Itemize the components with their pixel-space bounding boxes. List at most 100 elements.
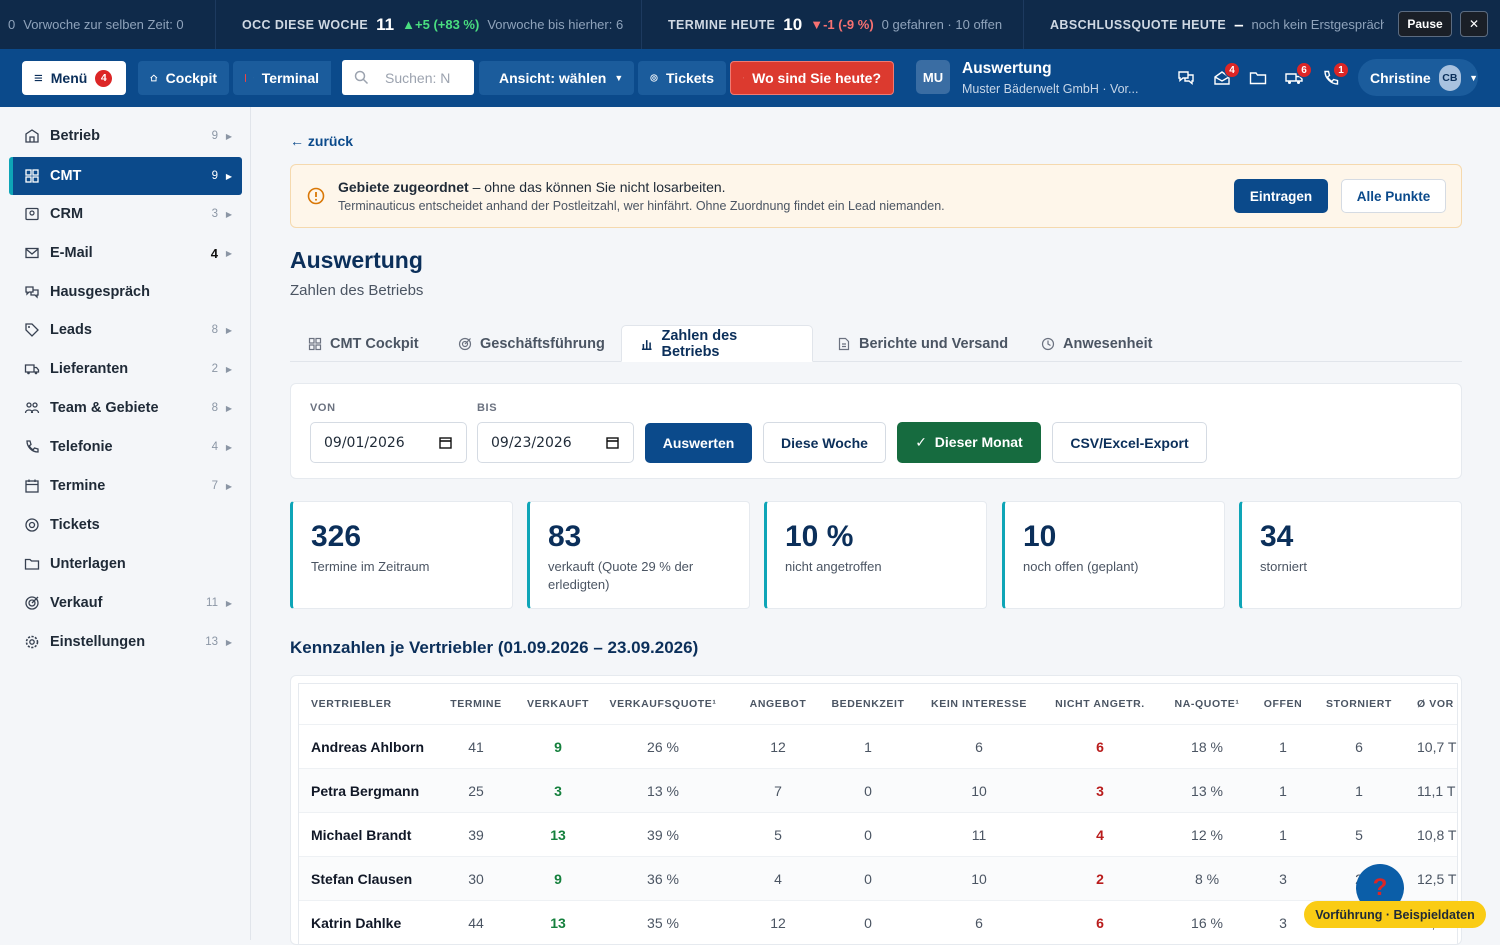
table-cell: 0 xyxy=(827,769,909,813)
calendar-icon[interactable] xyxy=(439,436,452,449)
inbox-icon[interactable]: 4 xyxy=(1212,68,1232,88)
search-input[interactable]: Suchen: N xyxy=(385,70,450,86)
caret-right-icon: ▶ xyxy=(226,599,232,608)
sidebar-item-label: CRM xyxy=(50,206,83,222)
eintragen-button[interactable]: Eintragen xyxy=(1234,179,1328,213)
calendar-icon[interactable] xyxy=(606,436,619,449)
csv-export-button[interactable]: CSV/Excel-Export xyxy=(1052,422,1207,463)
alle-punkte-button[interactable]: Alle Punkte xyxy=(1341,179,1446,213)
caret-right-icon: ▶ xyxy=(226,365,232,374)
table-cell: 35 % xyxy=(615,901,711,945)
calendar-icon xyxy=(24,478,40,494)
chat-icon[interactable] xyxy=(1176,68,1196,88)
sidebar-item-leads[interactable]: Leads 8▶ xyxy=(9,311,242,349)
sidebar-item-betrieb[interactable]: Betrieb 9▶ xyxy=(9,117,242,155)
caret-right-icon: ▶ xyxy=(226,443,232,452)
tab-zahlen-des-betriebs[interactable]: Zahlen des Betriebs xyxy=(621,325,813,362)
tab-anwesenheit[interactable]: Anwesenheit xyxy=(1023,325,1170,362)
ticker-close-button[interactable]: ✕ xyxy=(1460,11,1488,37)
view-select[interactable]: Ansicht: wählen ▼ xyxy=(479,61,634,95)
sidebar-item-termine[interactable]: Termine 7▶ xyxy=(9,467,242,505)
warning-icon xyxy=(307,187,325,205)
search-field[interactable]: Suchen: N xyxy=(342,60,474,95)
building-icon xyxy=(24,128,40,144)
truck-icon[interactable]: 6 xyxy=(1284,68,1304,88)
column-header[interactable]: NA-QUOTE¹ xyxy=(1169,684,1245,724)
column-header[interactable]: OFFEN xyxy=(1261,684,1305,724)
back-link[interactable]: ← zurück xyxy=(290,133,353,149)
search-icon xyxy=(354,70,369,85)
sidebar-item-team-gebiete[interactable]: Team & Gebiete 8▶ xyxy=(9,389,242,427)
terminal-button[interactable]: Terminal xyxy=(233,61,331,95)
from-date-input[interactable]: 09/01/2026 xyxy=(310,422,467,463)
sidebar-item-cmt[interactable]: CMT 9▶ xyxy=(9,157,242,195)
column-header[interactable]: VERKAUFT xyxy=(523,684,593,724)
kpi-card: 10 noch offen (geplant) xyxy=(1002,501,1225,609)
column-header[interactable]: TERMINE xyxy=(449,684,503,724)
ticker-item-termine: TERMINE HEUTE 10 ▼-1 (-9 %) 0 gefahren ·… xyxy=(642,0,1024,49)
contact-card-icon xyxy=(24,206,40,222)
ticker-value: 11 xyxy=(376,15,394,35)
auswerten-button[interactable]: Auswerten xyxy=(645,423,752,463)
table-cell: 0 xyxy=(827,901,909,945)
sidebar-item-label: E-Mail xyxy=(50,245,93,261)
mail-icon xyxy=(24,245,40,261)
hamburger-icon: ≡ xyxy=(34,70,43,87)
sidebar-item-einstellungen[interactable]: Einstellungen 13▶ xyxy=(9,623,242,661)
kpi-label: storniert xyxy=(1260,558,1455,576)
sidebar-item-count: 4 xyxy=(212,441,218,453)
tab-label: Anwesenheit xyxy=(1063,336,1152,352)
column-header[interactable]: STORNIERT xyxy=(1325,684,1393,724)
column-header[interactable]: VERKAUFSQUOTE¹ xyxy=(615,684,711,724)
caret-right-icon: ▶ xyxy=(226,482,232,491)
cockpit-button[interactable]: Cockpit xyxy=(138,61,229,95)
to-date-input[interactable]: 09/23/2026 xyxy=(477,422,634,463)
sidebar-item-label: Lieferanten xyxy=(50,361,128,377)
sidebar-item-hausgespraech[interactable]: Hausgespräch xyxy=(9,273,242,311)
column-header[interactable]: NICHT ANGETR. xyxy=(1051,684,1149,724)
sidebar-item-tickets[interactable]: Tickets xyxy=(9,506,242,544)
sidebar-item-lieferanten[interactable]: Lieferanten 2▶ xyxy=(9,350,242,388)
sidebar-item-verkauf[interactable]: Verkauf 11▶ xyxy=(9,584,242,622)
truck-badge: 6 xyxy=(1296,62,1312,78)
kpi-label: verkauft (Quote 29 % der erledigten) xyxy=(548,558,718,594)
column-header[interactable]: Ø VOR xyxy=(1417,684,1458,724)
kpi-card: 83 verkauft (Quote 29 % der erledigten) xyxy=(527,501,750,609)
table-cell: 39 % xyxy=(615,813,711,857)
sidebar-item-unterlagen[interactable]: Unterlagen xyxy=(9,545,242,583)
pause-button[interactable]: Pause xyxy=(1398,11,1452,37)
column-header[interactable]: VERTRIEBLER xyxy=(311,684,441,724)
column-header[interactable]: KEIN INTERESSE xyxy=(929,684,1029,724)
sidebar-item-count: 3 xyxy=(212,208,218,220)
sidebar-item-crm[interactable]: CRM 3▶ xyxy=(9,195,242,233)
sidebar-item-label: Einstellungen xyxy=(50,634,145,650)
sidebar-item-telefonie[interactable]: Telefonie 4▶ xyxy=(9,428,242,466)
dieser-monat-button[interactable]: ✓ Dieser Monat xyxy=(897,422,1041,463)
sidebar-item-count: 9 xyxy=(212,170,218,182)
column-header[interactable]: ANGEBOT xyxy=(745,684,811,724)
diese-woche-button[interactable]: Diese Woche xyxy=(763,422,886,463)
menu-button[interactable]: ≡ Menü 4 xyxy=(22,61,126,95)
folder-icon[interactable] xyxy=(1248,68,1268,88)
chat-icon xyxy=(24,284,40,300)
phone-icon[interactable]: 1 xyxy=(1321,68,1341,88)
tab-cmt-cockpit[interactable]: CMT Cockpit xyxy=(290,325,437,362)
tab-geschaeftsfuehrung[interactable]: Geschäftsführung xyxy=(440,325,623,362)
location-button[interactable]: Wo sind Sie heute? xyxy=(730,61,894,95)
location-label: Wo sind Sie heute? xyxy=(752,70,881,86)
table-cell: 12 xyxy=(745,901,811,945)
document-icon xyxy=(837,337,851,351)
from-label: VON xyxy=(310,402,336,414)
tab-berichte-und-versand[interactable]: Berichte und Versand xyxy=(819,325,1026,362)
date-filter-panel: VON 09/01/2026 BIS 09/23/2026 Auswerten … xyxy=(290,383,1462,479)
user-menu[interactable]: Christine CB ▼ xyxy=(1358,59,1478,96)
tickets-button[interactable]: Tickets xyxy=(638,61,726,95)
sidebar-item-email[interactable]: E-Mail 4▶ xyxy=(9,234,242,272)
column-header[interactable]: BEDENKZEIT xyxy=(827,684,909,724)
